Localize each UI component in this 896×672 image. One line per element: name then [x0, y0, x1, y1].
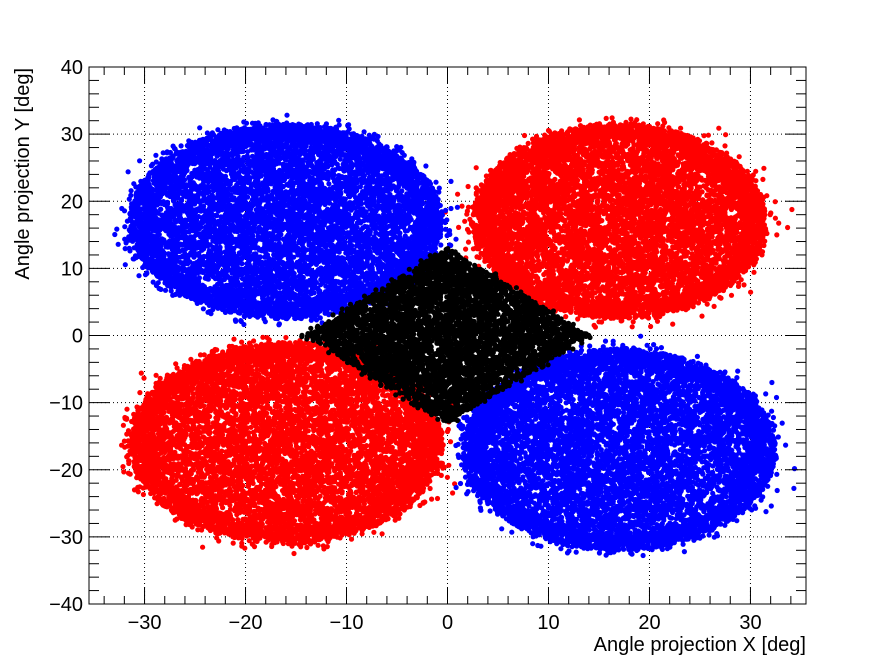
- data-point: [455, 191, 461, 197]
- series-0-points: [442, 115, 795, 330]
- data-point: [772, 215, 779, 221]
- data-point: [655, 121, 661, 127]
- data-point: [591, 258, 597, 264]
- data-point: [724, 150, 730, 156]
- data-point: [728, 292, 735, 298]
- data-points: [112, 112, 798, 559]
- data-point: [596, 319, 602, 325]
- data-point: [699, 313, 705, 319]
- data-point: [483, 173, 489, 179]
- data-point: [722, 143, 728, 149]
- data-point: [774, 232, 780, 238]
- data-point: [789, 206, 795, 213]
- data-point: [465, 183, 471, 190]
- data-point: [563, 314, 569, 320]
- data-point: [716, 125, 722, 131]
- data-point: [776, 220, 782, 226]
- data-point: [748, 289, 754, 295]
- data-point: [701, 133, 707, 139]
- data-point: [513, 241, 519, 247]
- data-point: [473, 165, 479, 171]
- data-point: [705, 132, 712, 138]
- data-point: [670, 321, 676, 327]
- data-point: [704, 192, 710, 198]
- data-point: [588, 144, 594, 150]
- data-point: [772, 199, 778, 205]
- data-point: [456, 224, 462, 230]
- data-point: [785, 224, 791, 231]
- data-point: [465, 239, 472, 245]
- data-point: [576, 117, 583, 123]
- data-point: [462, 218, 468, 224]
- data-point: [648, 323, 654, 330]
